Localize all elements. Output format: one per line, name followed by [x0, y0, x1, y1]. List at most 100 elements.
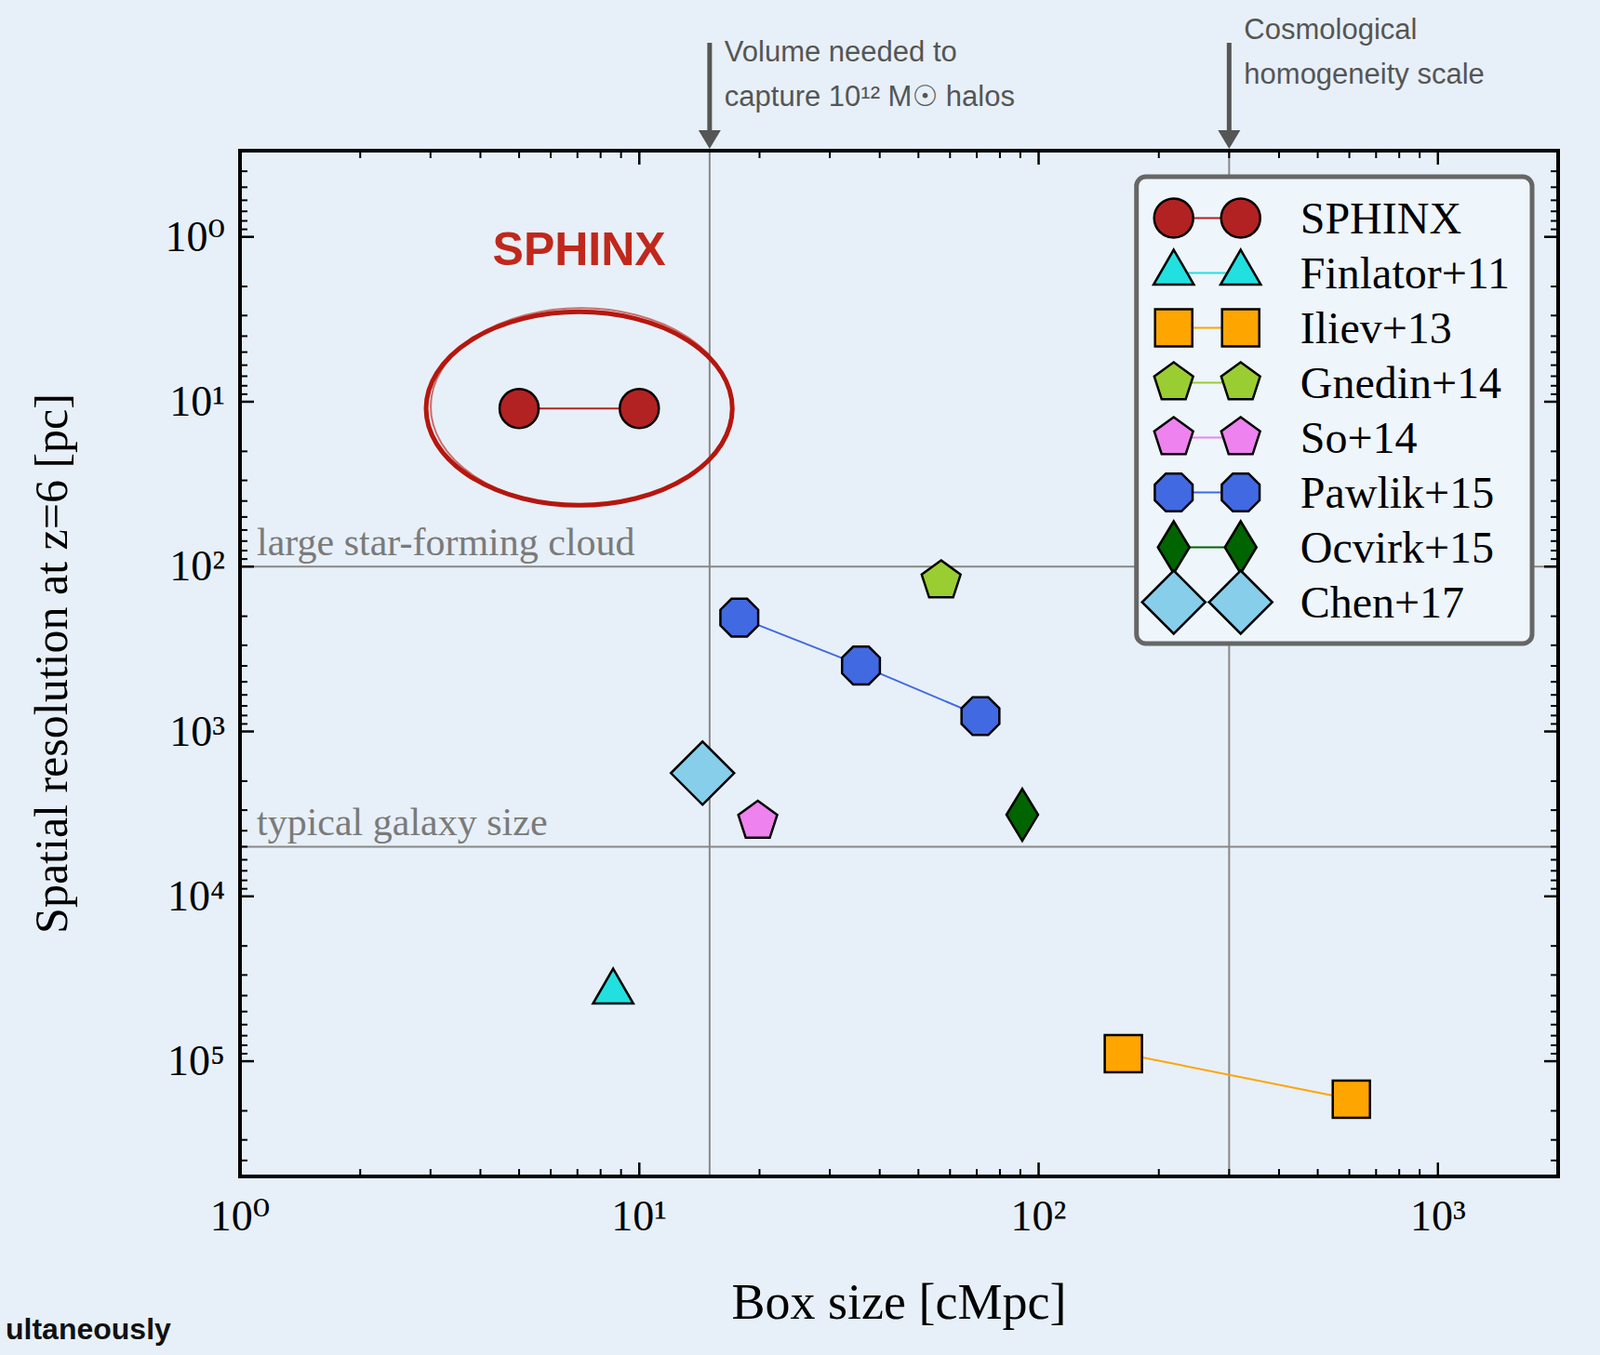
- legend-marker: [1154, 199, 1194, 239]
- minor-tick: [1550, 149, 1559, 152]
- legend-marker: [1221, 199, 1261, 239]
- marker: [1105, 1035, 1143, 1073]
- footer-text: ultaneously: [5, 1312, 172, 1347]
- tick: [239, 1162, 242, 1177]
- legend-marker: [1222, 309, 1260, 347]
- legend-label: SPHINX: [1300, 193, 1462, 243]
- minor-tick: [1227, 150, 1230, 159]
- minor-tick: [1374, 150, 1377, 159]
- minor-tick: [240, 1024, 248, 1027]
- minor-tick: [479, 1169, 481, 1177]
- minor-tick: [1550, 385, 1559, 387]
- minor-tick: [975, 1169, 978, 1177]
- minor-tick: [240, 705, 248, 707]
- minor-tick: [240, 529, 248, 532]
- tick: [1544, 565, 1559, 569]
- minor-tick: [240, 665, 248, 667]
- x-axis-title: Box size [cMpc]: [732, 1274, 1067, 1331]
- minor-tick: [240, 845, 248, 848]
- minor-tick: [240, 714, 248, 717]
- legend: SPHINXFinlator+11Iliev+13Gnedin+14So+14P…: [1136, 176, 1533, 644]
- minor-tick: [948, 150, 951, 159]
- minor-tick: [975, 150, 978, 159]
- tick: [1437, 150, 1440, 165]
- minor-tick: [1550, 845, 1559, 848]
- minor-tick: [240, 364, 248, 367]
- tick: [1544, 235, 1559, 239]
- highlight: [426, 307, 733, 506]
- marker: [619, 388, 659, 428]
- minor-tick: [240, 880, 248, 882]
- minor-tick: [1278, 1169, 1280, 1177]
- legend-marker: [1221, 473, 1260, 512]
- minor-tick: [359, 1169, 361, 1177]
- minor-tick: [1550, 615, 1559, 618]
- minor-tick: [1550, 228, 1559, 231]
- minor-tick: [1550, 450, 1559, 453]
- minor-tick: [240, 858, 248, 861]
- minor-tick: [1550, 351, 1559, 354]
- minor-tick: [1398, 150, 1400, 159]
- minor-tick: [240, 680, 248, 683]
- minor-tick: [240, 945, 248, 947]
- minor-tick: [1550, 888, 1559, 891]
- minor-tick: [1019, 1169, 1022, 1177]
- arrow: [1226, 42, 1232, 136]
- minor-tick: [1158, 1169, 1160, 1177]
- minor-tick: [879, 1169, 881, 1177]
- minor-tick: [240, 615, 248, 618]
- minor-tick: [1550, 529, 1559, 532]
- minor-tick: [549, 1169, 552, 1177]
- minor-tick: [240, 385, 248, 387]
- minor-tick: [240, 1109, 248, 1112]
- minor-tick: [1418, 1169, 1421, 1177]
- minor-tick: [240, 888, 248, 891]
- tick-label: 10¹: [169, 377, 226, 426]
- minor-tick: [1374, 1169, 1377, 1177]
- legend-marker: [1155, 309, 1193, 347]
- minor-tick: [1418, 150, 1421, 159]
- tick: [1544, 400, 1559, 404]
- minor-tick: [1550, 1044, 1559, 1047]
- ticks: [240, 150, 1559, 1177]
- minor-tick: [240, 644, 248, 647]
- tick-label: 10⁵: [167, 1037, 226, 1085]
- marker: [961, 697, 1000, 736]
- minor-tick: [1550, 558, 1559, 560]
- minor-tick: [1550, 995, 1559, 998]
- minor-tick: [1550, 829, 1559, 832]
- minor-tick: [1227, 1169, 1230, 1177]
- minor-tick: [240, 540, 248, 543]
- tick: [1544, 1060, 1559, 1064]
- minor-tick: [240, 995, 248, 998]
- minor-tick: [917, 150, 920, 159]
- minor-tick: [240, 210, 248, 213]
- annotation: large star-forming cloud: [256, 520, 636, 564]
- marker: [738, 800, 778, 839]
- legend-label: So+14: [1300, 413, 1418, 463]
- minor-tick: [1158, 150, 1160, 159]
- tick: [1037, 150, 1040, 165]
- minor-tick: [1317, 1169, 1320, 1177]
- marker: [841, 646, 880, 685]
- series-line: [1123, 1053, 1352, 1100]
- annotation: capture 10¹² M☉ halos: [724, 80, 1015, 113]
- tick: [638, 1162, 641, 1177]
- minor-tick: [1317, 150, 1320, 159]
- minor-tick: [999, 150, 1001, 159]
- tick: [240, 895, 254, 899]
- legend-label: Pawlik+15: [1300, 467, 1494, 518]
- minor-tick: [917, 1169, 920, 1177]
- minor-tick: [240, 1160, 248, 1162]
- minor-tick: [1550, 1011, 1559, 1014]
- series-line: [739, 617, 981, 717]
- minor-tick: [240, 1139, 248, 1142]
- minor-tick: [240, 170, 248, 173]
- minor-tick: [1550, 714, 1559, 717]
- legend-marker: [1154, 417, 1194, 455]
- minor-tick: [1550, 722, 1559, 725]
- minor-tick: [240, 693, 248, 696]
- minor-tick: [576, 150, 579, 159]
- arrow-head: [698, 130, 721, 149]
- tick-label: 10¹: [611, 1192, 667, 1240]
